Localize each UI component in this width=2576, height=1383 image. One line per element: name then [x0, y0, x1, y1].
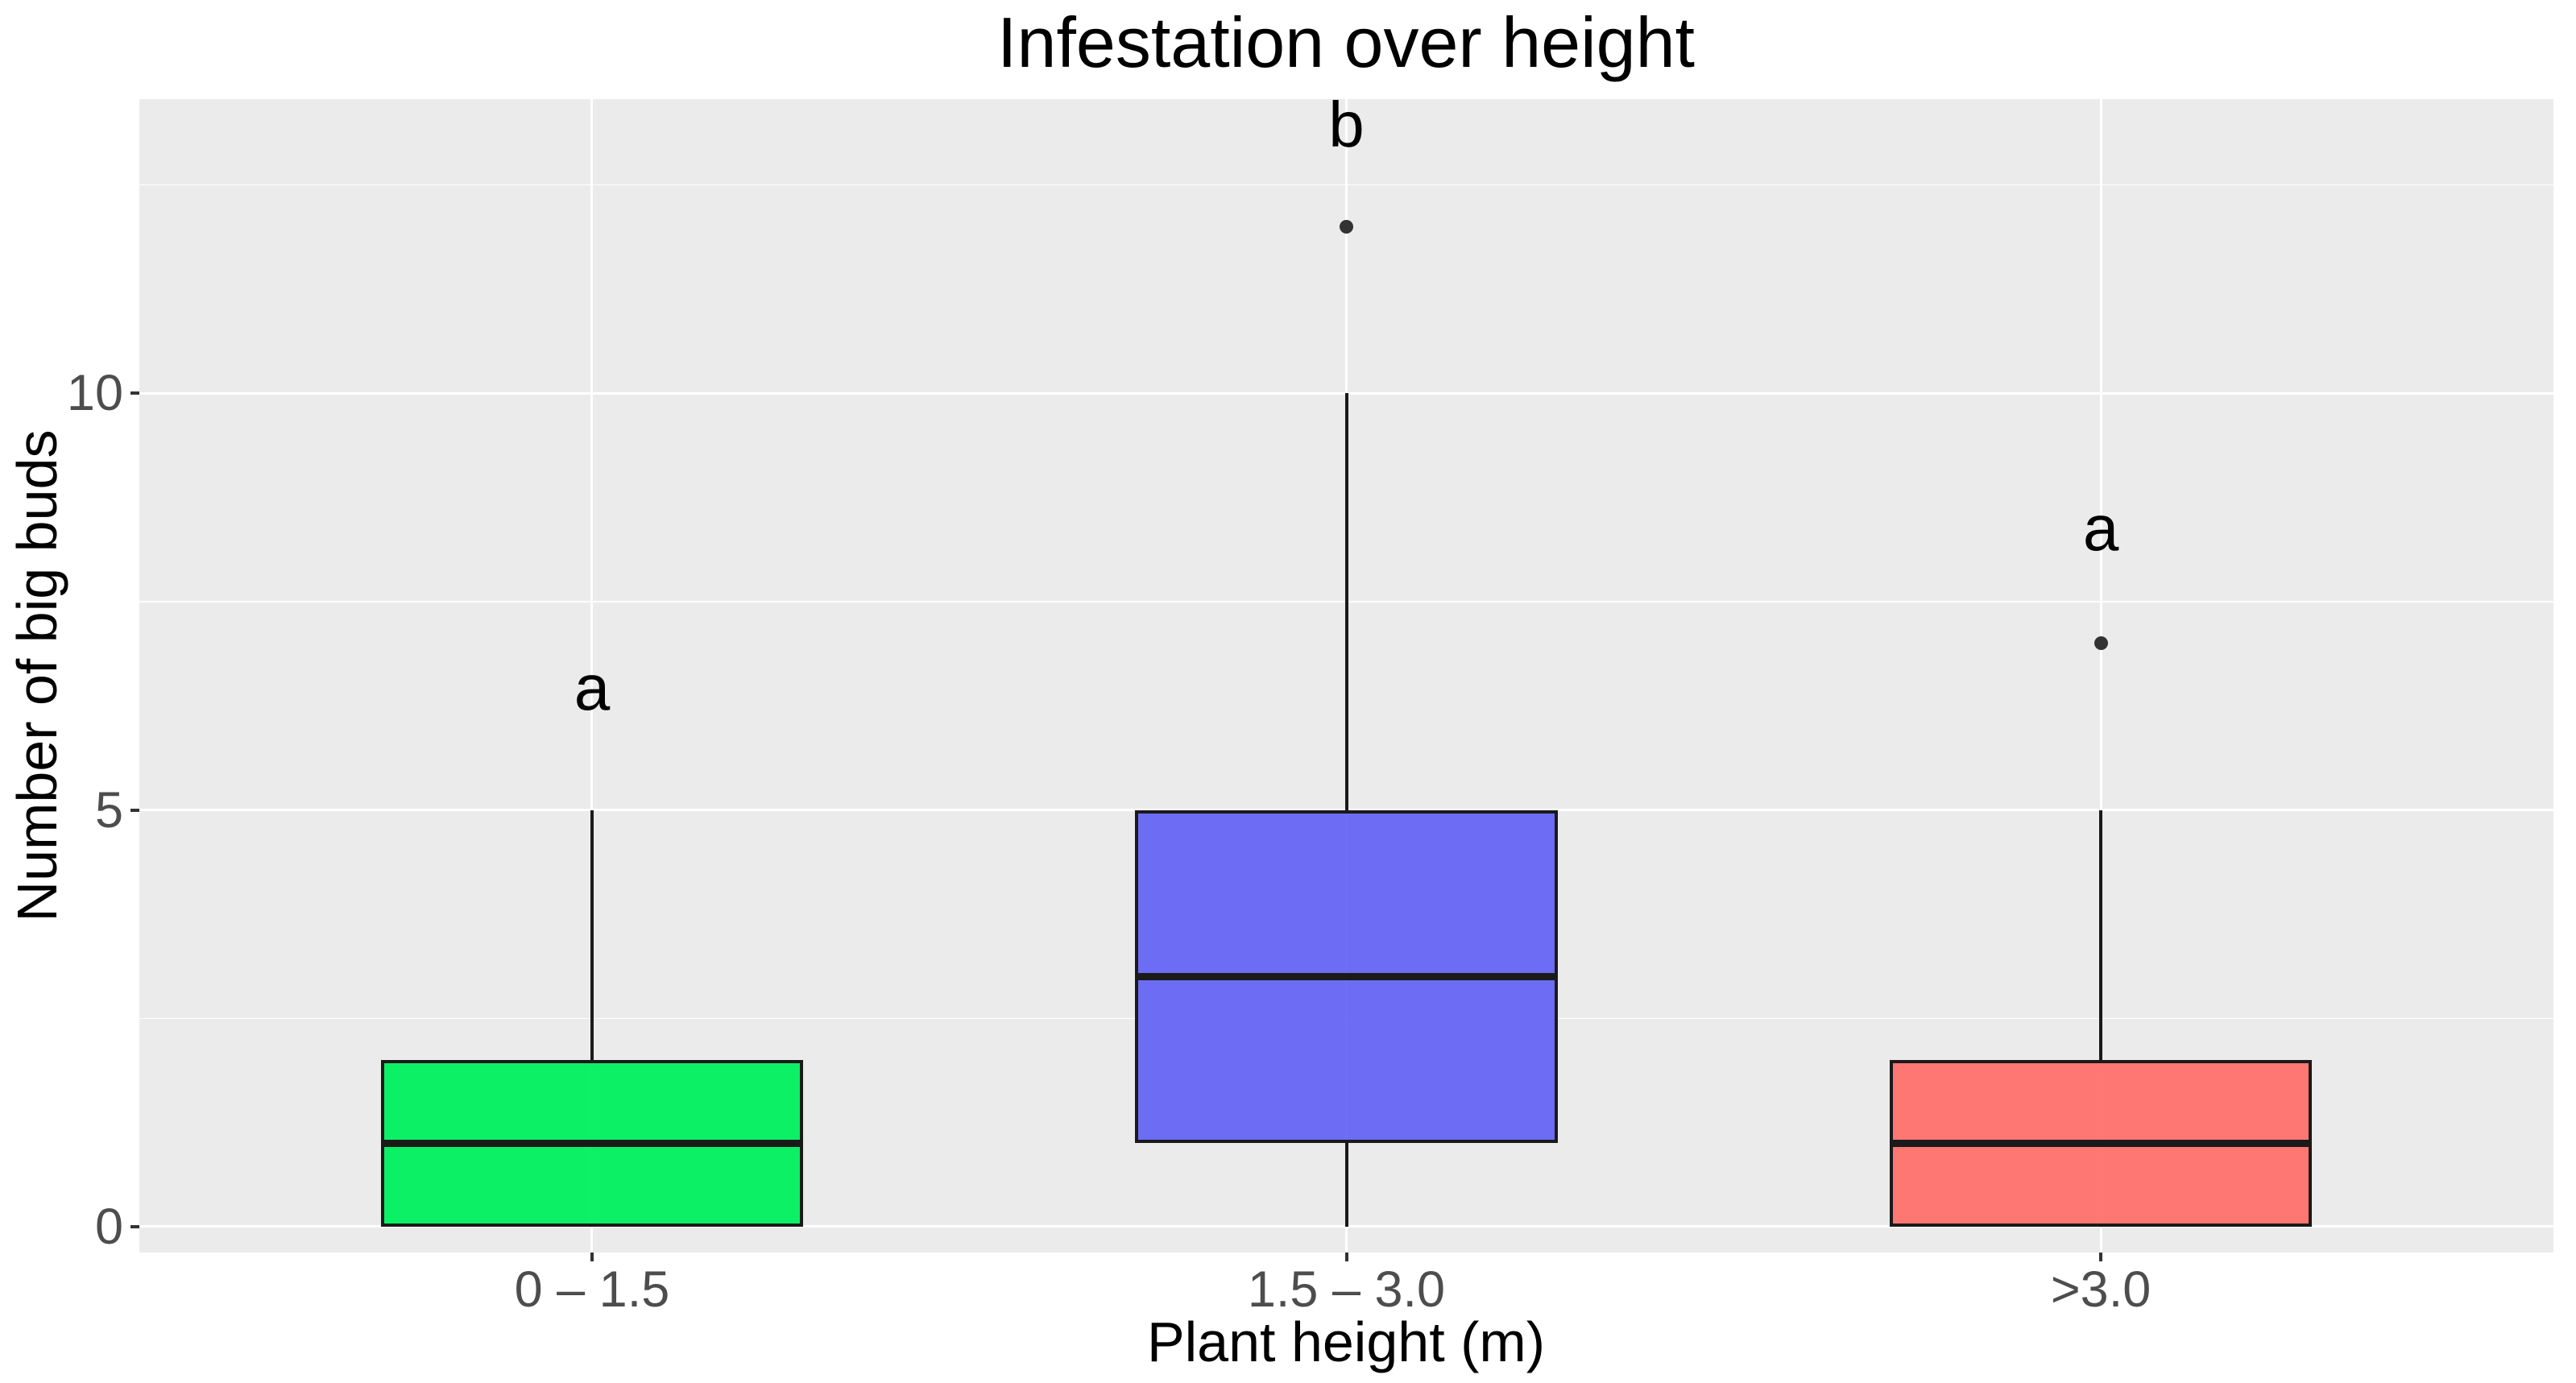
y-axis-tick-label: 10 — [66, 365, 123, 422]
median-line — [1889, 1139, 2313, 1147]
outlier-dot — [2094, 636, 2108, 651]
significance-letter: a — [2082, 491, 2119, 564]
y-axis-tick-label: 5 — [94, 781, 123, 838]
x-axis-tick-mark — [2099, 1253, 2103, 1261]
y-axis-title: Number of big buds — [6, 429, 68, 922]
y-axis-tick-mark — [130, 391, 139, 395]
y-axis-tick-label: 0 — [94, 1198, 123, 1255]
major-gridline-vertical — [590, 99, 594, 1253]
significance-letter: a — [574, 652, 611, 724]
upper-whisker — [2099, 810, 2103, 1060]
x-axis-tick-label: 1.5 – 3.0 — [1247, 1261, 1446, 1318]
upper-whisker — [590, 810, 594, 1060]
upper-whisker — [1344, 393, 1348, 810]
outlier-dot — [1340, 219, 1353, 234]
x-axis-tick-mark — [590, 1253, 594, 1261]
significance-letter: b — [1328, 88, 1365, 160]
x-axis-title: Plant height (m) — [1146, 1311, 1546, 1373]
y-axis-tick-mark — [130, 808, 139, 812]
median-line — [380, 1139, 804, 1147]
major-gridline-vertical — [2099, 99, 2102, 1253]
lower-whisker — [1344, 1143, 1348, 1227]
x-axis-tick-label: >3.0 — [2050, 1261, 2151, 1318]
x-axis-tick-label: 0 – 1.5 — [514, 1261, 670, 1318]
x-axis-tick-mark — [1344, 1253, 1348, 1261]
y-axis-tick-mark — [130, 1224, 139, 1228]
chart-title: Infestation over height — [997, 2, 1695, 82]
median-line — [1135, 973, 1558, 981]
